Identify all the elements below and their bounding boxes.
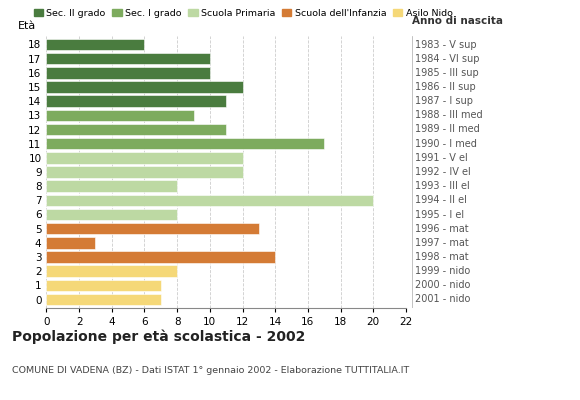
Bar — [46, 265, 177, 277]
Text: COMUNE DI VADENA (BZ) - Dati ISTAT 1° gennaio 2002 - Elaborazione TUTTITALIA.IT: COMUNE DI VADENA (BZ) - Dati ISTAT 1° ge… — [12, 366, 409, 375]
Text: 2000 - nido: 2000 - nido — [415, 280, 470, 290]
Text: 1988 - III med: 1988 - III med — [415, 110, 483, 120]
Bar — [46, 53, 210, 64]
Bar — [46, 67, 210, 79]
Bar — [46, 237, 96, 249]
Bar — [46, 251, 275, 263]
Text: 1994 - II el: 1994 - II el — [415, 195, 467, 205]
Text: 1990 - I med: 1990 - I med — [415, 139, 477, 149]
Bar — [46, 110, 194, 121]
Text: 1999 - nido: 1999 - nido — [415, 266, 470, 276]
Legend: Sec. II grado, Sec. I grado, Scuola Primaria, Scuola dell'Infanzia, Asilo Nido: Sec. II grado, Sec. I grado, Scuola Prim… — [34, 9, 452, 18]
Text: 1989 - II med: 1989 - II med — [415, 124, 480, 134]
Bar — [46, 124, 226, 135]
Text: 1997 - mat: 1997 - mat — [415, 238, 469, 248]
Text: 2001 - nido: 2001 - nido — [415, 294, 470, 304]
Bar — [46, 180, 177, 192]
Text: 1998 - mat: 1998 - mat — [415, 252, 469, 262]
Text: 1983 - V sup: 1983 - V sup — [415, 40, 477, 50]
Bar — [46, 280, 161, 291]
Bar — [46, 138, 324, 150]
Text: Anno di nascita: Anno di nascita — [412, 16, 503, 26]
Text: 1986 - II sup: 1986 - II sup — [415, 82, 476, 92]
Text: 1984 - VI sup: 1984 - VI sup — [415, 54, 480, 64]
Bar — [46, 223, 259, 234]
Text: 1991 - V el: 1991 - V el — [415, 153, 468, 163]
Bar — [46, 81, 242, 93]
Text: 1993 - III el: 1993 - III el — [415, 181, 470, 191]
Text: 1995 - I el: 1995 - I el — [415, 210, 464, 220]
Text: 1985 - III sup: 1985 - III sup — [415, 68, 479, 78]
Bar — [46, 152, 242, 164]
Text: 1996 - mat: 1996 - mat — [415, 224, 469, 234]
Bar — [46, 209, 177, 220]
Text: Popolazione per età scolastica - 2002: Popolazione per età scolastica - 2002 — [12, 330, 305, 344]
Text: 1987 - I sup: 1987 - I sup — [415, 96, 473, 106]
Bar — [46, 194, 374, 206]
Text: 1992 - IV el: 1992 - IV el — [415, 167, 471, 177]
Bar — [46, 95, 226, 107]
Bar — [46, 166, 242, 178]
Text: Età: Età — [17, 20, 36, 30]
Bar — [46, 294, 161, 305]
Bar — [46, 39, 144, 50]
